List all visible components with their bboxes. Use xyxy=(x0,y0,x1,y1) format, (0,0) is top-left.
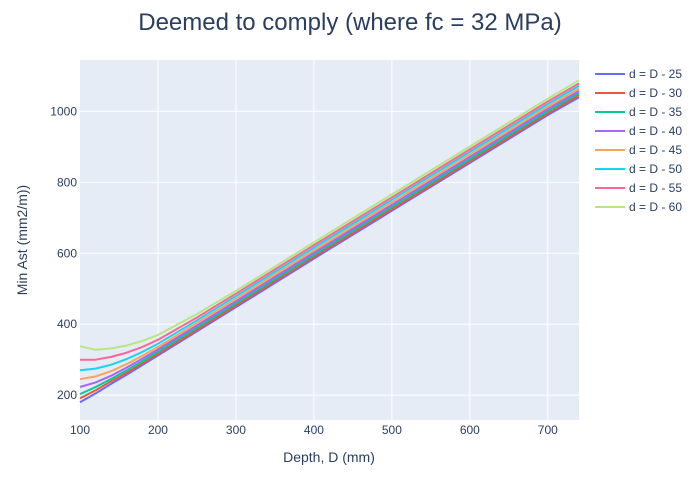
legend-label: d = D - 35 xyxy=(629,105,682,119)
legend-item-3[interactable]: d = D - 35 xyxy=(595,105,682,119)
x-tick-label: 700 xyxy=(538,423,558,437)
series-line-6[interactable] xyxy=(79,85,580,372)
legend-label: d = D - 30 xyxy=(629,86,682,100)
x-tick-label: 300 xyxy=(226,423,246,437)
series-line-7[interactable] xyxy=(80,82,580,361)
legend-item-4[interactable]: d = D - 40 xyxy=(595,124,682,138)
legend[interactable]: d = D - 25 d = D - 30 d = D - 35 d = D - 40… xyxy=(595,67,682,214)
legend-label: d = D - 55 xyxy=(629,181,682,195)
series-group xyxy=(79,79,580,404)
x-axis-title: Depth, D (mm) xyxy=(283,449,375,465)
legend-item-2[interactable]: d = D - 30 xyxy=(595,86,682,100)
legend-item-1[interactable]: d = D - 25 xyxy=(595,67,682,81)
legend-item-8[interactable]: d = D - 60 xyxy=(595,200,682,214)
y-tick-label: 600 xyxy=(57,246,77,260)
x-tick-label: 600 xyxy=(460,423,480,437)
x-axis-ticks: 100 200 300 400 500 600 700 xyxy=(70,423,558,437)
y-axis-ticks: 200 400 600 800 1000 xyxy=(50,104,77,402)
y-tick-label: 800 xyxy=(57,175,77,189)
legend-label: d = D - 50 xyxy=(629,162,682,176)
legend-label: d = D - 40 xyxy=(629,124,682,138)
x-tick-label: 200 xyxy=(148,423,168,437)
legend-label: d = D - 60 xyxy=(629,200,682,214)
chart-title: Deemed to comply (where fc = 32 MPa) xyxy=(138,9,562,36)
legend-item-7[interactable]: d = D - 55 xyxy=(595,181,682,195)
legend-item-5[interactable]: d = D - 45 xyxy=(595,143,682,157)
legend-item-6[interactable]: d = D - 50 xyxy=(595,162,682,176)
series-line-1[interactable] xyxy=(79,96,580,404)
gridlines xyxy=(80,60,579,420)
y-tick-label: 400 xyxy=(57,317,77,331)
series-line-2[interactable] xyxy=(79,94,580,400)
series-line-5[interactable] xyxy=(79,87,580,381)
x-tick-label: 100 xyxy=(70,423,90,437)
series-line-8[interactable] xyxy=(79,79,580,351)
series-line-3[interactable] xyxy=(79,92,580,396)
x-tick-label: 400 xyxy=(304,423,324,437)
x-tick-label: 500 xyxy=(382,423,402,437)
legend-label: d = D - 45 xyxy=(629,143,682,157)
y-tick-label: 200 xyxy=(57,388,77,402)
legend-label: d = D - 25 xyxy=(629,67,682,81)
y-tick-label: 1000 xyxy=(50,104,77,118)
series-line-4[interactable] xyxy=(79,90,580,388)
y-axis-title: Min Ast (mm2/m)) xyxy=(14,185,30,295)
